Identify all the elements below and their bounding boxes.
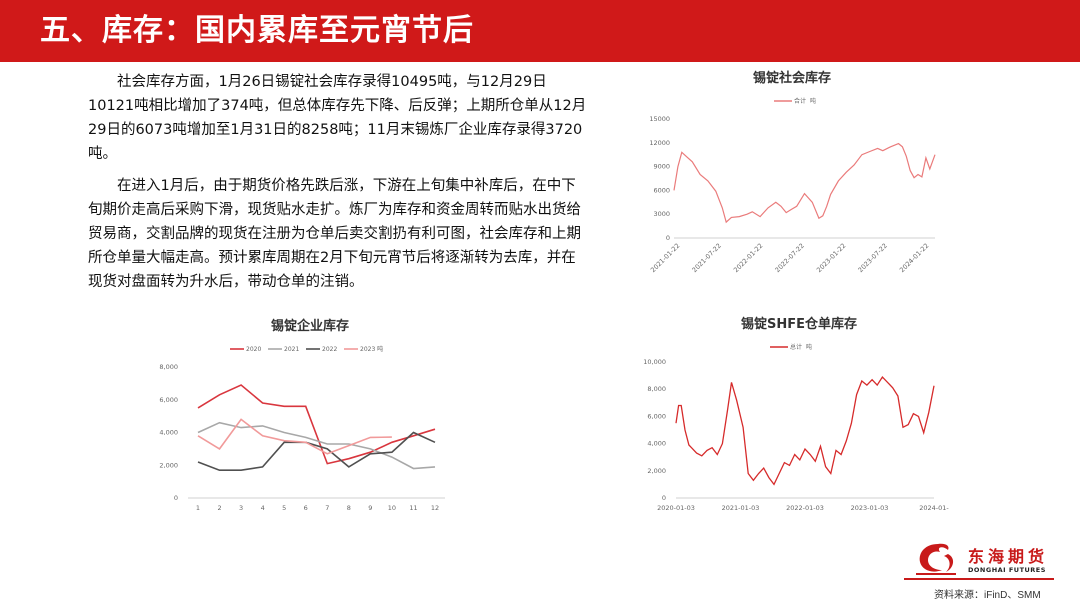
series-line-2020 [197, 384, 436, 465]
x-tick-label: 11 [409, 504, 417, 512]
chart-social-title: 锡锭社会库存 [753, 70, 831, 86]
y-tick-label: 3000 [653, 210, 670, 218]
x-tick-label: 2023-07-22 [857, 242, 889, 274]
company-logo: 东海期货 DONGHAI FUTURES [908, 540, 1068, 580]
header-bar: 五、库存：国内累库至元宵节后 [0, 0, 1080, 62]
x-tick-label: 2 [217, 504, 221, 512]
chart-enterprise-inventory: 锡锭企业库存 2020 2021 2022 2023 吨 8,000 6,000 4,00… [150, 312, 460, 522]
chart-social-inventory: 锡锭社会库存 合计 吨 15000 12000 9000 6000 3000 0 2021-… [630, 66, 950, 296]
y-tick-label: 6,000 [159, 396, 178, 404]
legend-unit: 吨 [810, 97, 816, 105]
x-tick-label: 2022-07-22 [774, 242, 806, 274]
x-tick-label: 8 [347, 504, 351, 512]
paragraph-outlook: 在进入1月后，由于期货价格先跌后涨，下游在上旬集中补库后，在中下旬期价走高后采购… [88, 178, 581, 290]
x-tick-label: 2020-01-03 [657, 504, 695, 512]
page-title: 五、库存：国内累库至元宵节后 [40, 13, 474, 48]
legend-label-total: 合计 [794, 97, 806, 105]
x-tick-label: 4 [261, 504, 265, 512]
chart-social-svg: 锡锭社会库存 合计 吨 150001200090006000300002021-… [649, 70, 936, 274]
x-tick-label: 2024-01- [919, 504, 949, 512]
series-line-2022 [197, 431, 436, 471]
y-tick-label: 0 [662, 494, 666, 502]
series-line-total [673, 142, 936, 224]
x-tick-label: 3 [239, 504, 243, 512]
logo-text-en: DONGHAI FUTURES [968, 566, 1046, 574]
y-tick-label: 10,000 [643, 358, 666, 366]
y-tick-label: 15000 [649, 115, 670, 123]
x-tick-label: 2023-01-22 [815, 242, 847, 274]
dragon-logo-icon [916, 543, 956, 575]
source-note: 资料来源：iFinD、SMM [934, 590, 1041, 601]
y-tick-label: 2,000 [159, 461, 178, 469]
logo-text-cn: 东海期货 [968, 547, 1049, 566]
chart-enterprise-title: 锡锭企业库存 [271, 318, 349, 334]
y-tick-label: 0 [666, 234, 670, 242]
y-tick-label: 4,000 [647, 440, 666, 448]
x-tick-label: 2022-01-22 [732, 242, 764, 274]
legend-label: 2020 [246, 346, 261, 353]
y-tick-label: 6,000 [647, 412, 666, 420]
x-tick-label: 12 [431, 504, 439, 512]
y-tick-label: 0 [174, 494, 178, 502]
chart-shfe-title: 锡锭SHFE仓单库存 [741, 316, 857, 332]
x-tick-label: 5 [282, 504, 286, 512]
x-tick-label: 7 [325, 504, 329, 512]
x-tick-label: 2021-07-22 [691, 242, 723, 274]
y-tick-label: 4,000 [159, 429, 178, 437]
x-tick-label: 2024-01-22 [898, 242, 930, 274]
chart-shfe-svg: 锡锭SHFE仓单库存 总计 吨 10,000 8,000 6,000 4,000 2,0… [643, 316, 949, 512]
paragraph-social-inventory: 社会库存方面，1月26日锡锭社会库存录得10495吨，与12月29日10121吨… [88, 74, 587, 162]
y-tick-label: 6000 [653, 186, 670, 194]
series-line-shfe-total [675, 375, 935, 486]
body-text: 社会库存方面，1月26日锡锭社会库存录得10495吨，与12月29日10121吨… [88, 70, 588, 294]
legend-label-shfe-total: 总计 [790, 343, 802, 351]
series-line-2023 [197, 418, 392, 455]
legend-label: 2023 吨 [360, 345, 383, 353]
legend-label: 2022 [322, 346, 337, 353]
x-tick-label: 6 [304, 504, 308, 512]
y-tick-label: 8,000 [159, 363, 178, 371]
y-tick-label: 9000 [653, 163, 670, 171]
y-tick-label: 12000 [649, 139, 670, 147]
legend-label: 2021 [284, 346, 299, 353]
x-tick-label: 10 [388, 504, 396, 512]
legend-unit-shfe: 吨 [806, 343, 812, 351]
y-tick-label: 8,000 [647, 385, 666, 393]
x-tick-label: 2021-01-03 [722, 504, 760, 512]
footer-divider [904, 578, 1054, 580]
x-tick-label: 2023-01-03 [851, 504, 889, 512]
series-line-2021 [197, 421, 436, 470]
chart-enterprise-svg: 锡锭企业库存 2020 2021 2022 2023 吨 8,000 6,000 4,00… [159, 318, 445, 512]
x-tick-label: 9 [368, 504, 372, 512]
x-tick-label: 2021-01-22 [649, 242, 681, 274]
x-tick-label: 1 [196, 504, 200, 512]
chart-shfe-warrant: 锡锭SHFE仓单库存 总计 吨 10,000 8,000 6,000 4,000 2,0… [636, 312, 949, 522]
y-tick-label: 2,000 [647, 467, 666, 475]
x-tick-label: 2022-01-03 [786, 504, 824, 512]
